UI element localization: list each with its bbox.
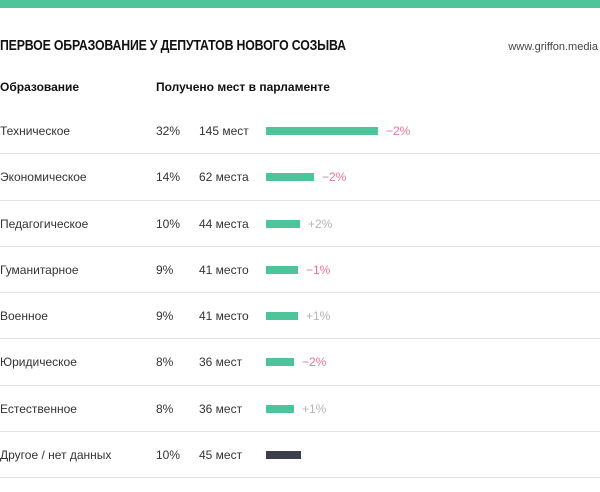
percent-label: 9% <box>156 262 174 277</box>
bar <box>266 312 298 321</box>
category-label: Техническое <box>0 124 71 138</box>
percent-label: 10% <box>156 216 181 231</box>
table-row: Военное 9% 41 место +1% <box>0 293 600 340</box>
seats-label: 62 места <box>199 170 249 185</box>
category-label: Военное <box>0 309 48 324</box>
seats-label: 145 мест <box>199 124 249 138</box>
table-row: Юридическое 8% 36 мест −2% <box>0 339 600 386</box>
bar <box>266 358 294 367</box>
change-label: −2% <box>302 355 327 370</box>
table-row: Другое / нет данных 10% 45 мест <box>0 432 600 479</box>
seats-label: 45 мест <box>199 448 243 463</box>
change-label: +1% <box>302 401 327 416</box>
change-label: −1% <box>306 262 331 277</box>
change-label: +2% <box>308 216 333 231</box>
seats-label: 44 места <box>199 216 249 231</box>
bar <box>266 265 298 274</box>
table-row: Педагогическое 10% 44 места +2% <box>0 201 600 247</box>
bar <box>266 451 301 460</box>
table-row: Экономическое 14% 62 места −2% <box>0 154 600 201</box>
category-label: Гуманитарное <box>0 262 79 277</box>
category-label: Естественное <box>0 401 77 416</box>
column-header-education: Образование <box>0 80 80 94</box>
category-label: Юридическое <box>0 355 77 370</box>
percent-label: 8% <box>156 401 174 416</box>
change-label: −2% <box>322 170 347 185</box>
percent-label: 32% <box>156 124 181 138</box>
bar <box>266 404 294 413</box>
percent-label: 9% <box>156 309 174 324</box>
percent-label: 10% <box>156 448 181 463</box>
seats-label: 36 мест <box>199 355 243 370</box>
change-label: −2% <box>386 124 411 138</box>
category-label: Экономическое <box>0 170 87 185</box>
change-label: +1% <box>306 309 331 324</box>
table-row: Гуманитарное 9% 41 место −1% <box>0 247 600 294</box>
table-row: Естественное 8% 36 мест +1% <box>0 386 600 433</box>
seats-label: 41 место <box>199 262 249 277</box>
bar <box>266 127 378 135</box>
chart-title: ПЕРВОЕ ОБРАЗОВАНИЕ У ДЕПУТАТОВ НОВОГО СО… <box>0 37 346 54</box>
percent-label: 8% <box>156 355 174 370</box>
seats-label: 36 мест <box>199 401 243 416</box>
source-label: www.griffon.media <box>508 41 598 53</box>
table-row: Техническое 32% 145 мест −2% <box>0 108 600 155</box>
seats-label: 41 место <box>199 309 249 324</box>
category-label: Другое / нет данных <box>0 448 112 463</box>
bar <box>266 219 300 228</box>
bar <box>266 173 314 182</box>
percent-label: 14% <box>156 170 181 185</box>
column-header-seats: Получено мест в парламенте <box>156 80 330 94</box>
top-accent-bar <box>0 0 600 8</box>
chart-rows: Техническое 32% 145 мест −2% Экономическое 14… <box>0 108 600 479</box>
category-label: Педагогическое <box>0 216 89 231</box>
